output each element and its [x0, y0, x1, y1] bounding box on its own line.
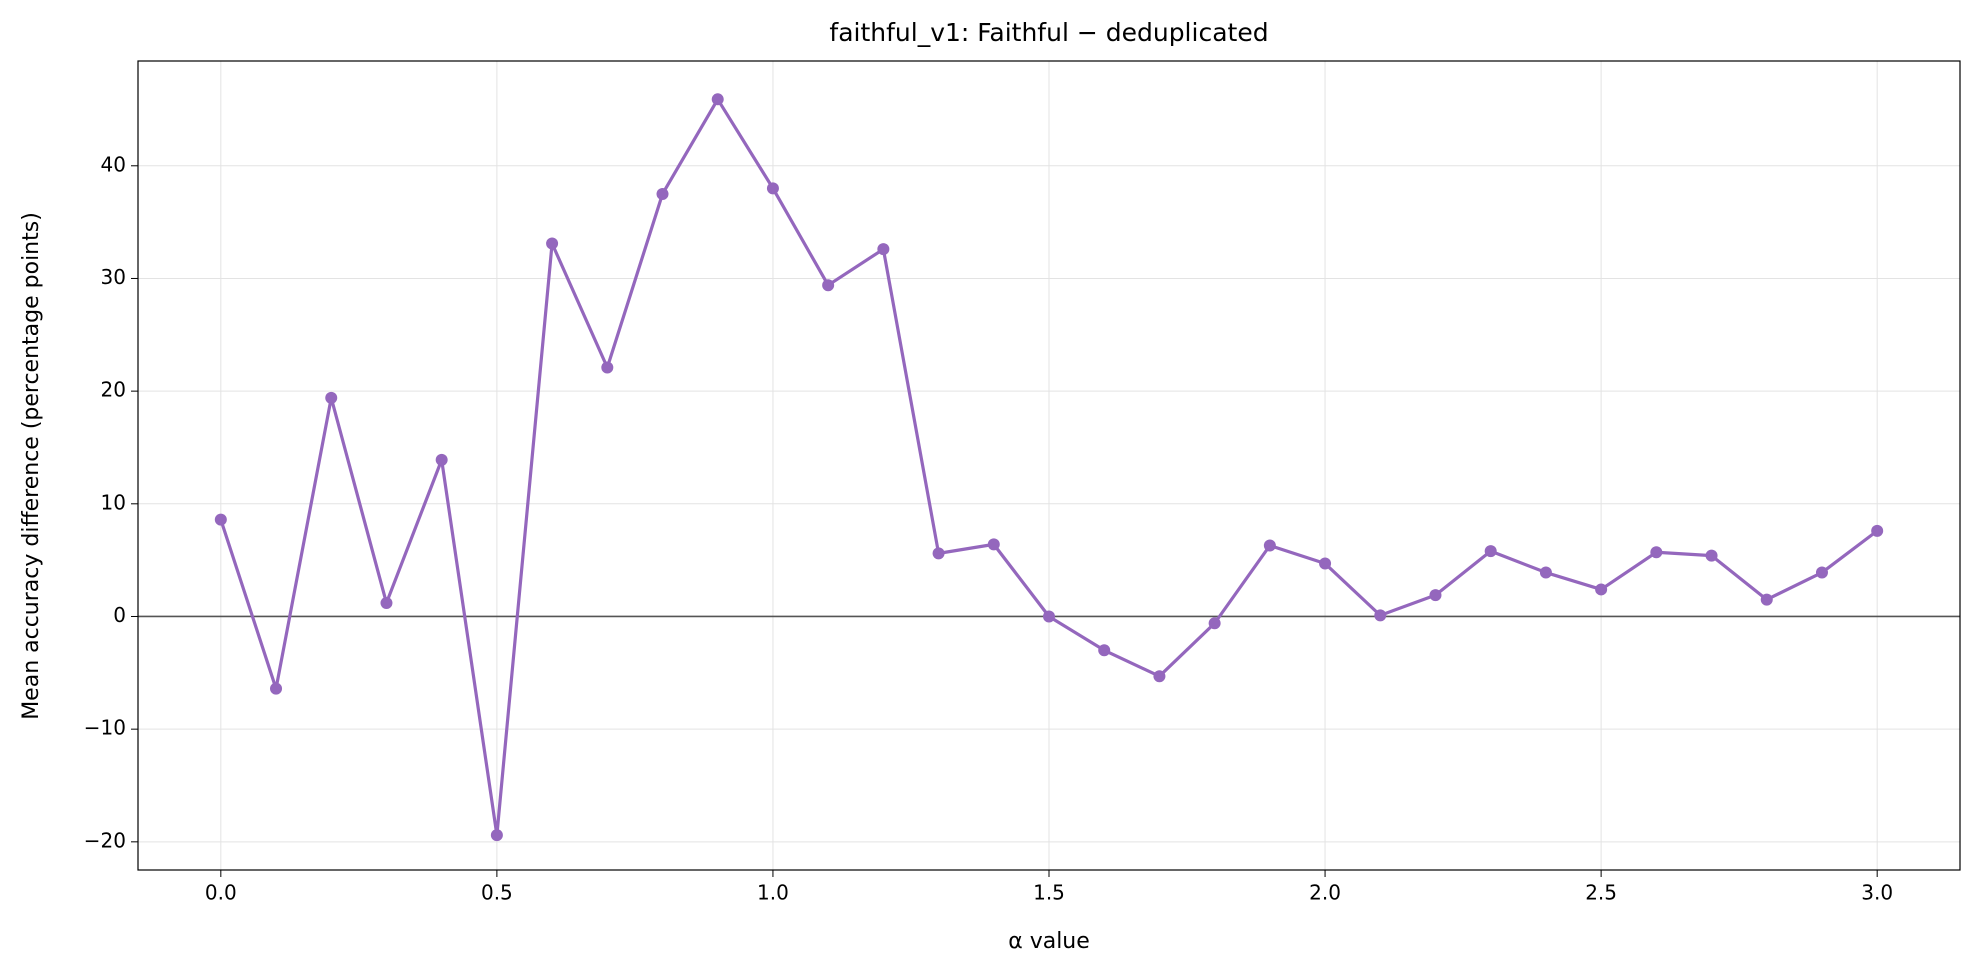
chart-title: faithful_v1: Faithful − deduplicated — [829, 18, 1268, 47]
data-point — [822, 279, 835, 292]
x-tick-label: 1.5 — [1033, 881, 1065, 905]
data-point — [1595, 583, 1608, 596]
data-point — [932, 547, 945, 560]
data-point — [1098, 644, 1111, 657]
data-point — [1484, 545, 1497, 558]
data-point — [601, 361, 614, 374]
data-point — [1815, 566, 1828, 579]
data-point — [270, 682, 283, 695]
data-point — [1319, 557, 1332, 570]
x-tick-label: 3.0 — [1861, 881, 1893, 905]
data-point — [987, 538, 1000, 551]
data-point — [711, 93, 724, 106]
data-point — [766, 182, 779, 195]
data-point — [435, 453, 448, 466]
data-point — [1208, 617, 1221, 630]
data-point — [1374, 609, 1387, 622]
data-point — [1539, 566, 1552, 579]
data-point — [1705, 549, 1718, 562]
x-tick-label: 2.0 — [1309, 881, 1341, 905]
data-point — [1263, 539, 1276, 552]
y-tick-label: 30 — [101, 265, 126, 289]
data-point — [877, 243, 890, 256]
data-point — [490, 829, 503, 842]
x-tick-label: 0.0 — [205, 881, 237, 905]
data-point — [1153, 670, 1166, 683]
data-point — [1760, 593, 1773, 606]
y-tick-label: −20 — [84, 828, 126, 852]
y-axis-label: Mean accuracy difference (percentage poi… — [19, 212, 44, 720]
x-tick-label: 1.0 — [757, 881, 789, 905]
data-point — [1871, 524, 1884, 537]
data-point — [1043, 610, 1055, 623]
x-tick-label: 0.5 — [481, 881, 513, 905]
y-tick-label: 40 — [101, 152, 126, 176]
x-tick-label: 2.5 — [1585, 881, 1617, 905]
data-point — [1429, 589, 1442, 602]
x-axis-label: α value — [1008, 929, 1090, 954]
y-tick-label: 20 — [101, 378, 126, 402]
data-point — [325, 391, 338, 404]
plot-frame — [137, 60, 1961, 871]
y-tick-label: 10 — [101, 490, 126, 514]
data-point — [214, 513, 227, 526]
data-point — [546, 237, 559, 250]
data-point — [380, 596, 393, 609]
data-point — [656, 187, 669, 200]
y-tick-label: −10 — [84, 716, 126, 740]
data-point — [1650, 546, 1663, 559]
y-tick-label: 0 — [113, 603, 126, 627]
